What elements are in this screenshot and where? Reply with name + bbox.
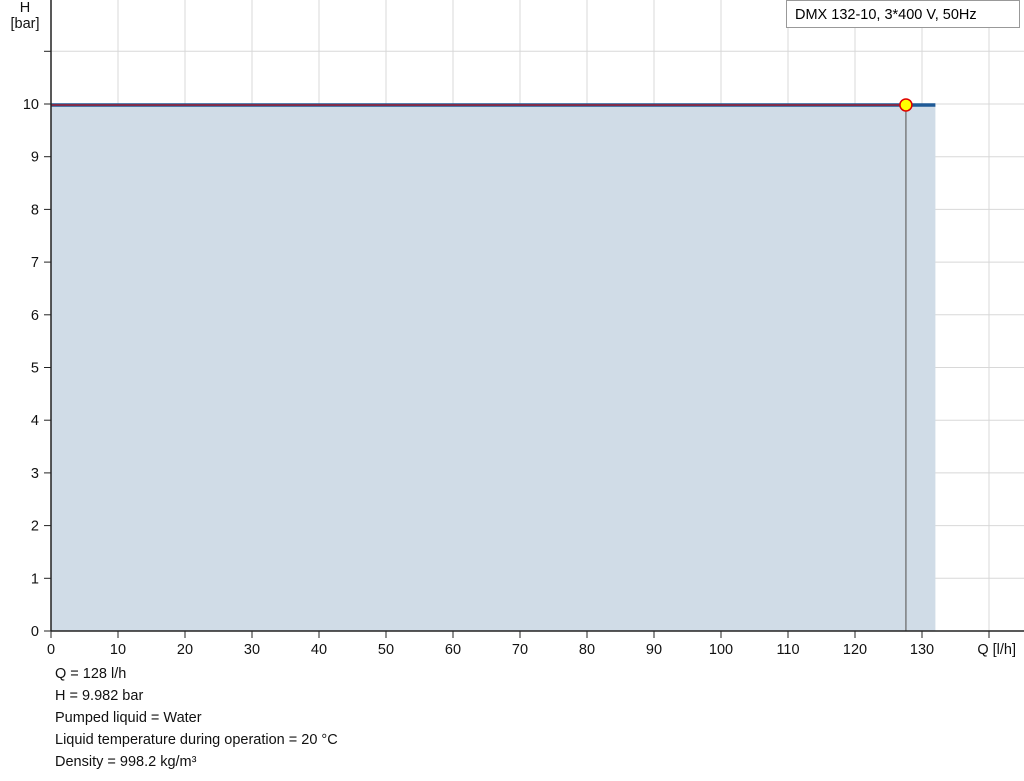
x-tick-label: 30 [244, 642, 260, 658]
y-tick-label: 7 [31, 255, 39, 271]
x-tick-label: 0 [47, 642, 55, 658]
x-axis-label: Q [l/h] [977, 642, 1016, 658]
info-liquid: Pumped liquid = Water [55, 710, 202, 726]
x-tick-label: 130 [910, 642, 934, 658]
operating-point [899, 98, 913, 112]
x-tick-label: 100 [709, 642, 733, 658]
x-tick-label: 90 [646, 642, 662, 658]
legend: DMX 132-10, 3*400 V, 50Hz [786, 0, 1020, 28]
info-head: H = 9.982 bar [55, 688, 144, 704]
area-fill [51, 104, 936, 631]
y-tick-label: 6 [31, 308, 39, 324]
y-tick-label: 3 [31, 466, 39, 482]
y-tick-label: 5 [31, 361, 39, 377]
x-tick-label: 20 [177, 642, 193, 658]
x-tick-label: 10 [110, 642, 126, 658]
info-flow: Q = 128 l/h [55, 666, 127, 682]
x-tick-label: 40 [311, 642, 327, 658]
x-tick-label: 60 [445, 642, 461, 658]
x-tick-label: 50 [378, 642, 394, 658]
info-density: Density = 998.2 kg/m³ [55, 754, 197, 770]
x-tick-label: 120 [843, 642, 867, 658]
x-tick-label: 70 [512, 642, 528, 658]
y-tick-label: 2 [31, 519, 39, 535]
info-temperature: Liquid temperature during operation = 20… [55, 732, 338, 748]
y-tick-label: 0 [31, 624, 39, 640]
y-axis-label: H [bar] [10, 0, 40, 32]
y-tick-label: 9 [31, 150, 39, 166]
y-tick-label: 8 [31, 202, 39, 218]
y-tick-label: 4 [31, 413, 39, 429]
y-tick-label: 1 [31, 571, 39, 587]
y-tick-label: 10 [23, 97, 39, 113]
x-tick-label: 110 [776, 642, 799, 658]
x-tick-label: 80 [579, 642, 595, 658]
